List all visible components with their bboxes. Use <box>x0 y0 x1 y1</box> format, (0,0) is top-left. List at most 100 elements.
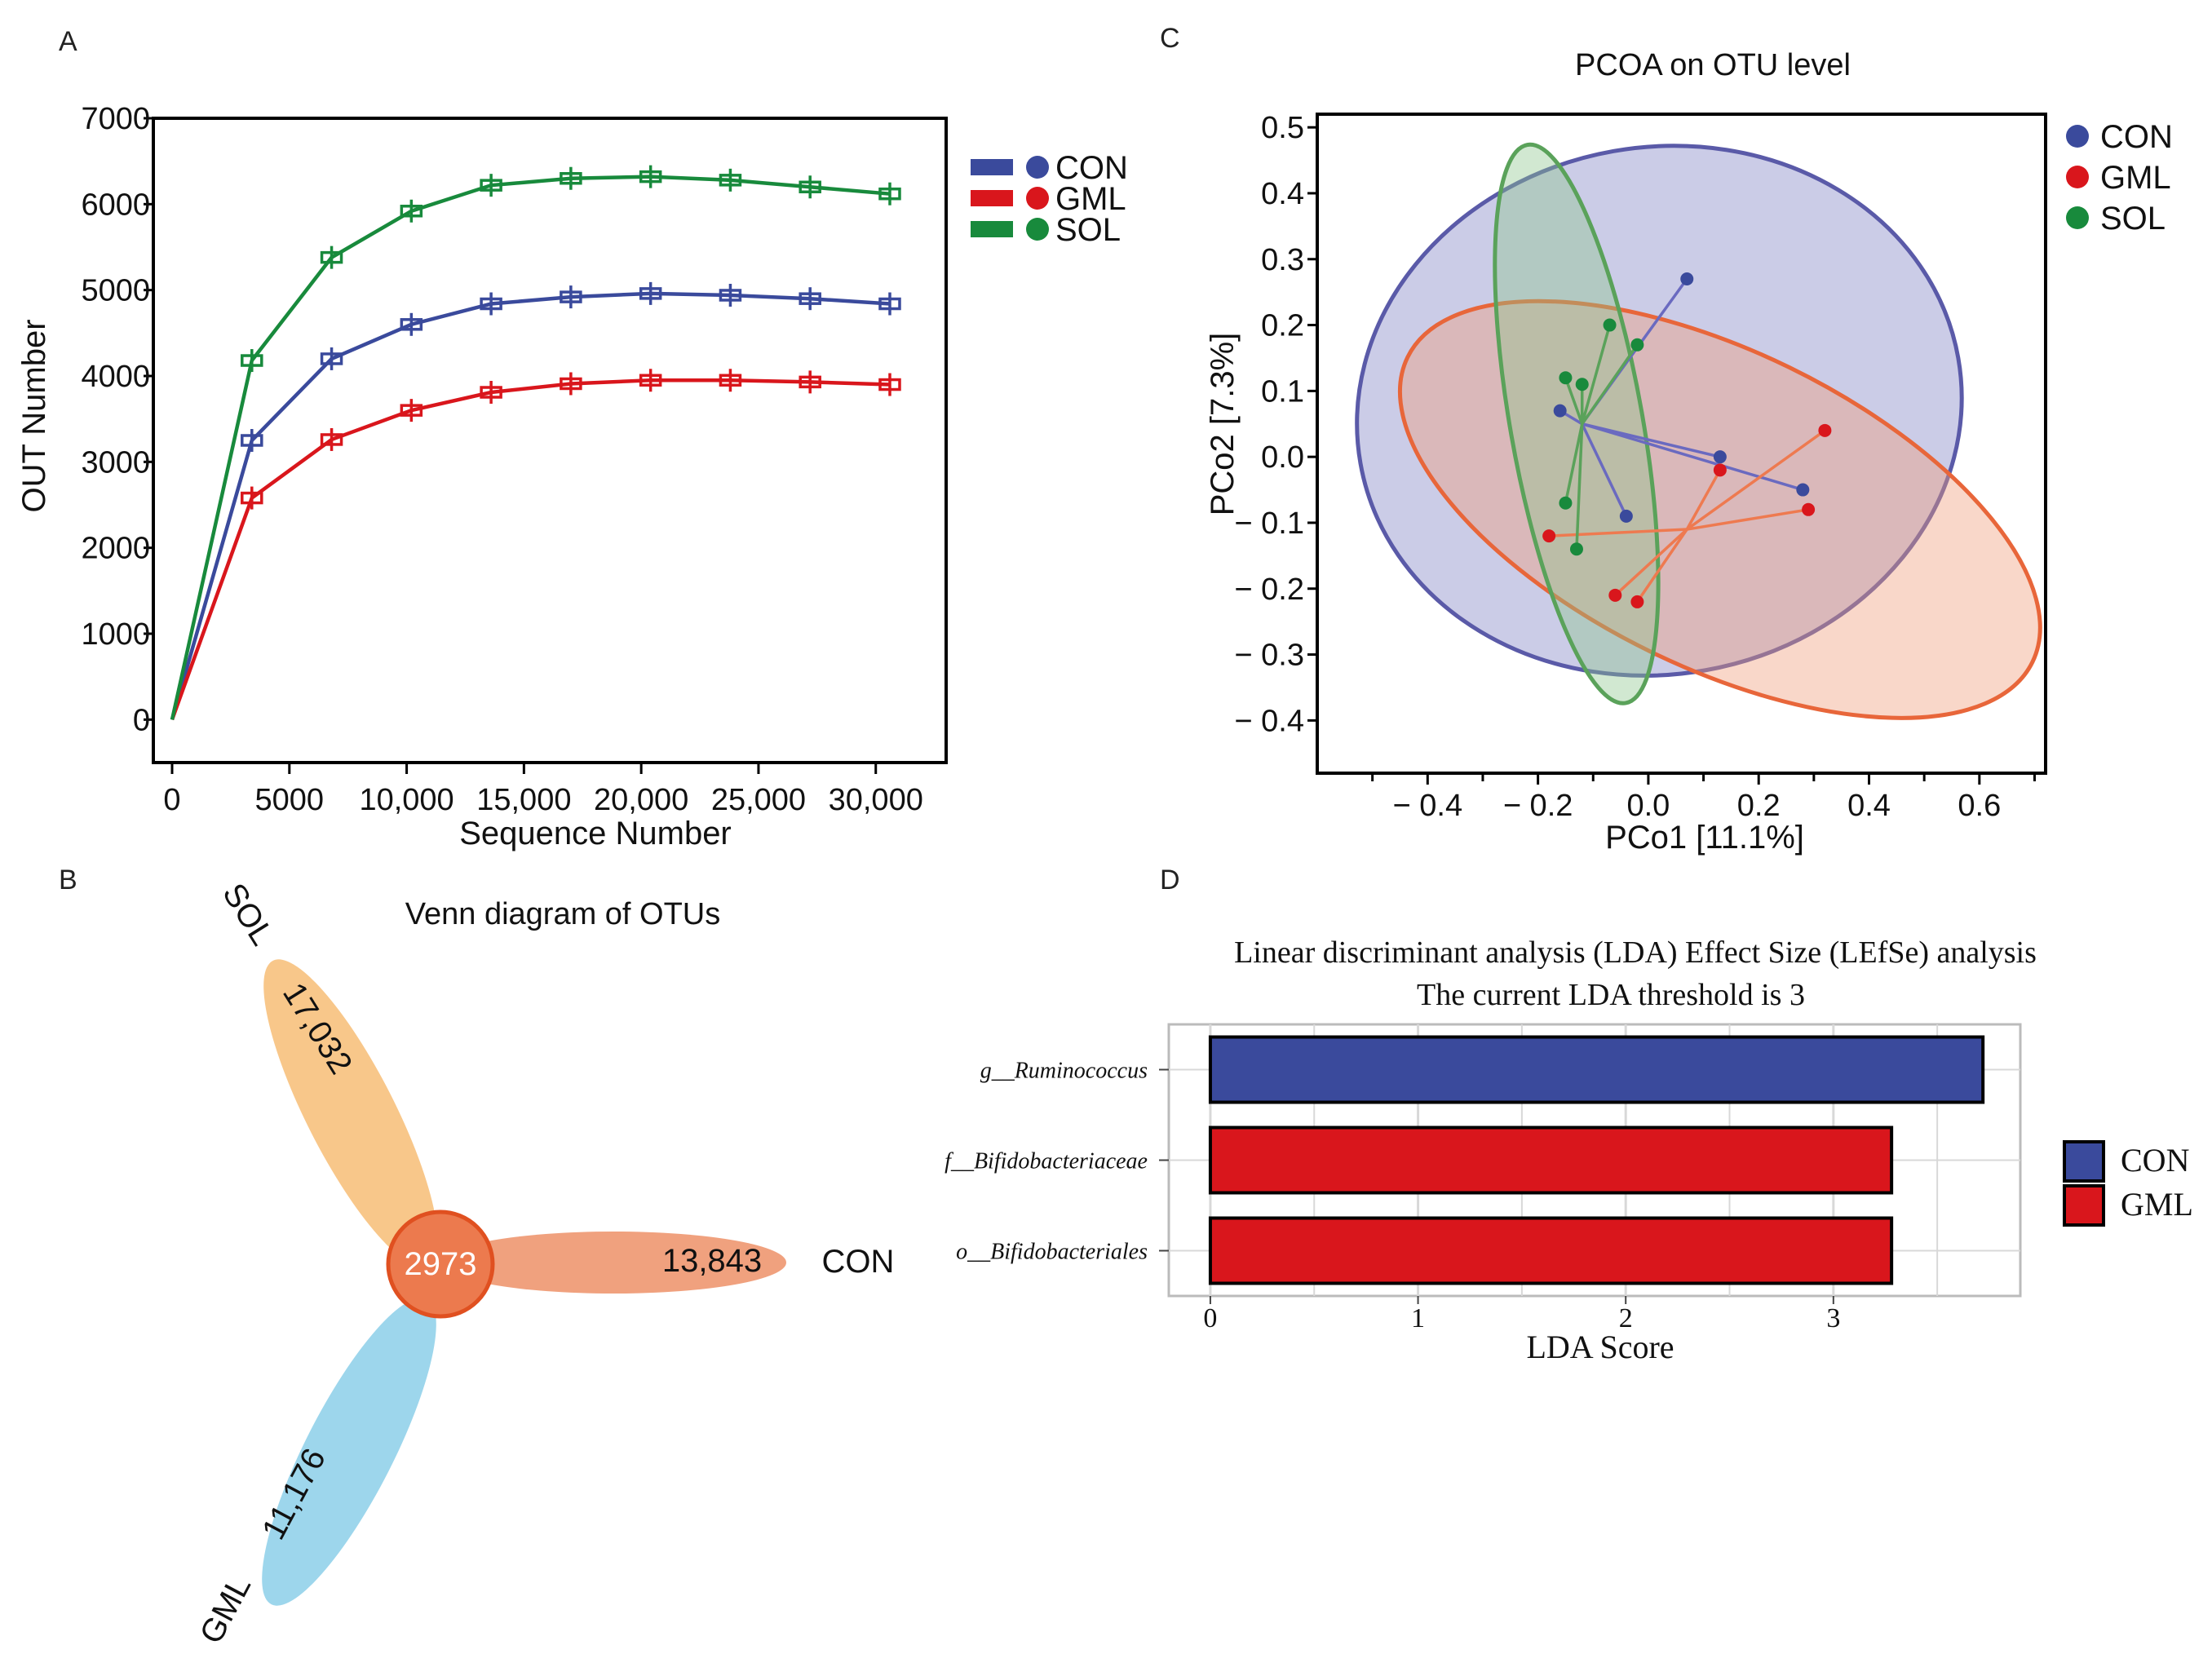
a-xtick-label: 0 <box>163 783 180 817</box>
d-category-label: f__Bifidobacteriaceae <box>945 1149 1148 1174</box>
panel-label-a: A <box>59 26 77 57</box>
panel-c-xlabel: PCo1 [11.1%] <box>1605 820 1804 856</box>
a-ytick-label: 6000 <box>81 188 150 222</box>
a-ytick-label: 2000 <box>81 532 150 566</box>
panel-d-title: Linear discriminant analysis (LDA) Effec… <box>1234 935 2037 970</box>
a-box-marker <box>400 318 423 331</box>
a-box-marker <box>719 374 742 387</box>
venn-con-label: CON <box>822 1244 895 1280</box>
c-spider-line-con <box>1582 422 1803 492</box>
panel-a-plot-frame <box>152 117 948 764</box>
d-bar-con <box>1208 1035 1985 1104</box>
a-ytick-label: 3000 <box>81 445 150 480</box>
a-box-marker <box>639 374 662 387</box>
venn-gml-petal <box>262 1298 436 1606</box>
a-box-marker <box>480 297 502 311</box>
c-ytick-label: 0.1 <box>1261 374 1304 409</box>
a-xtick-label: 5000 <box>255 783 325 817</box>
a-box-marker <box>400 404 423 417</box>
d-legend-swatch-con <box>2063 1140 2105 1183</box>
c-xtick-label: − 0.2 <box>1503 789 1573 823</box>
c-spider-line-sol <box>1581 325 1612 425</box>
a-box-marker <box>719 289 742 302</box>
c-legend-label: GML <box>2100 160 2171 196</box>
c-ytick-label: 0.4 <box>1261 177 1304 211</box>
c-point-con <box>1553 404 1567 418</box>
c-ellipse-sol <box>1493 142 1661 705</box>
c-spider-line-gml <box>1635 528 1688 603</box>
c-ytick-label: 0.5 <box>1261 111 1304 145</box>
panel-d-xlabel: LDA Score <box>1526 1329 1674 1365</box>
d-legend-swatch-gml <box>2063 1184 2105 1227</box>
a-ytick-label: 4000 <box>81 360 150 394</box>
c-point-gml <box>1608 588 1622 602</box>
c-legend-dot-con <box>2066 125 2089 148</box>
a-ytick-label: 7000 <box>81 102 150 136</box>
a-legend-label: SOL <box>1055 212 1121 248</box>
panel-label-d: D <box>1160 865 1180 896</box>
panel-c-plot-frame <box>1316 113 2047 775</box>
c-xtick-label: 0.6 <box>1958 789 2001 823</box>
venn-sol-label: SOL <box>215 878 281 952</box>
c-spider-line-gml <box>1686 429 1826 531</box>
a-legend-dot-gml <box>1026 187 1049 210</box>
d-bar-gml <box>1208 1216 1894 1285</box>
a-box-marker <box>241 434 263 447</box>
venn-gml-label: GML <box>193 1570 259 1649</box>
d-xtick-label: 0 <box>1203 1303 1217 1333</box>
c-ytick-label: − 0.1 <box>1234 506 1304 541</box>
c-point-gml <box>1542 529 1556 543</box>
c-point-con <box>1680 272 1694 285</box>
a-legend-line-con <box>971 159 1013 175</box>
c-point-sol <box>1559 371 1573 385</box>
panel-d-bars: g__Ruminococcus f__Bifidobacteriaceae o__B… <box>945 1035 1985 1285</box>
c-point-gml <box>1802 502 1816 516</box>
a-xtick-label: 25,000 <box>711 783 806 817</box>
panel-d-legend: CON GML <box>2063 1140 2193 1227</box>
a-box-marker <box>241 491 263 505</box>
c-point-gml <box>1630 595 1644 608</box>
panel-c: PCOA on OTU level − 0.4 − 0.2 0.0 0.2 0.4 0.6… <box>1205 48 2173 856</box>
c-legend-dot-sol <box>2066 206 2089 229</box>
c-point-con <box>1796 483 1810 497</box>
c-ellipse-con <box>1355 144 1964 678</box>
a-box-marker <box>320 250 343 264</box>
panel-a-ylabel: OUT Number <box>16 319 52 512</box>
c-xtick-label: − 0.4 <box>1393 789 1463 823</box>
d-category-label: o__Bifidobacteriales <box>956 1240 1148 1265</box>
a-box-marker <box>560 377 582 391</box>
c-xtick-label: 0.2 <box>1737 789 1781 823</box>
a-xtick-label: 20,000 <box>594 783 688 817</box>
a-line-sol <box>170 175 891 720</box>
d-legend-label: GML <box>2121 1186 2193 1223</box>
a-box-marker <box>799 292 821 305</box>
a-xtick-label: 15,000 <box>476 783 571 817</box>
c-spider-line-sol <box>1564 423 1584 504</box>
a-xtick-label: 10,000 <box>359 783 453 817</box>
d-category-label: g__Ruminococcus <box>980 1059 1148 1084</box>
panel-d-subtitle: The current LDA threshold is 3 <box>1417 978 1805 1012</box>
c-ytick-label: 0.2 <box>1261 309 1304 343</box>
c-point-gml <box>1818 423 1832 437</box>
panel-c-ellipses <box>1355 142 2042 720</box>
panel-d: Linear discriminant analysis (LDA) Effec… <box>945 935 2193 1365</box>
panel-c-legend: CON GML SOL <box>2066 119 2173 237</box>
a-box-marker <box>480 386 502 399</box>
venn-sol-petal <box>263 959 438 1267</box>
panel-a-ticks: 0 5000 10,000 15,000 20,000 25,000 30,000 0 1000… <box>81 102 922 817</box>
panel-c-title: PCOA on OTU level <box>1575 48 1851 82</box>
a-box-marker <box>639 170 662 184</box>
c-spider-line-gml <box>1685 469 1722 530</box>
c-ytick-label: 0.0 <box>1261 440 1304 475</box>
venn-shared-count: 2973 <box>405 1246 477 1282</box>
panel-b-title: Venn diagram of OTUs <box>405 897 721 931</box>
c-spider-line-gml <box>1614 528 1688 597</box>
a-legend-line-sol <box>971 221 1013 237</box>
panel-c-ticks: − 0.4 − 0.2 0.0 0.2 0.4 0.6 − 0.4 − 0.3 − 0.2 − 0… <box>1234 111 2036 823</box>
c-spider-line-gml <box>1686 508 1809 531</box>
panel-c-ylabel: PCo2 [7.3%] <box>1205 333 1241 516</box>
panel-a: 0 5000 10,000 15,000 20,000 25,000 30,000 0 1000… <box>16 102 1128 851</box>
c-ytick-label: − 0.3 <box>1234 639 1304 673</box>
venn-core-circle <box>386 1210 495 1319</box>
